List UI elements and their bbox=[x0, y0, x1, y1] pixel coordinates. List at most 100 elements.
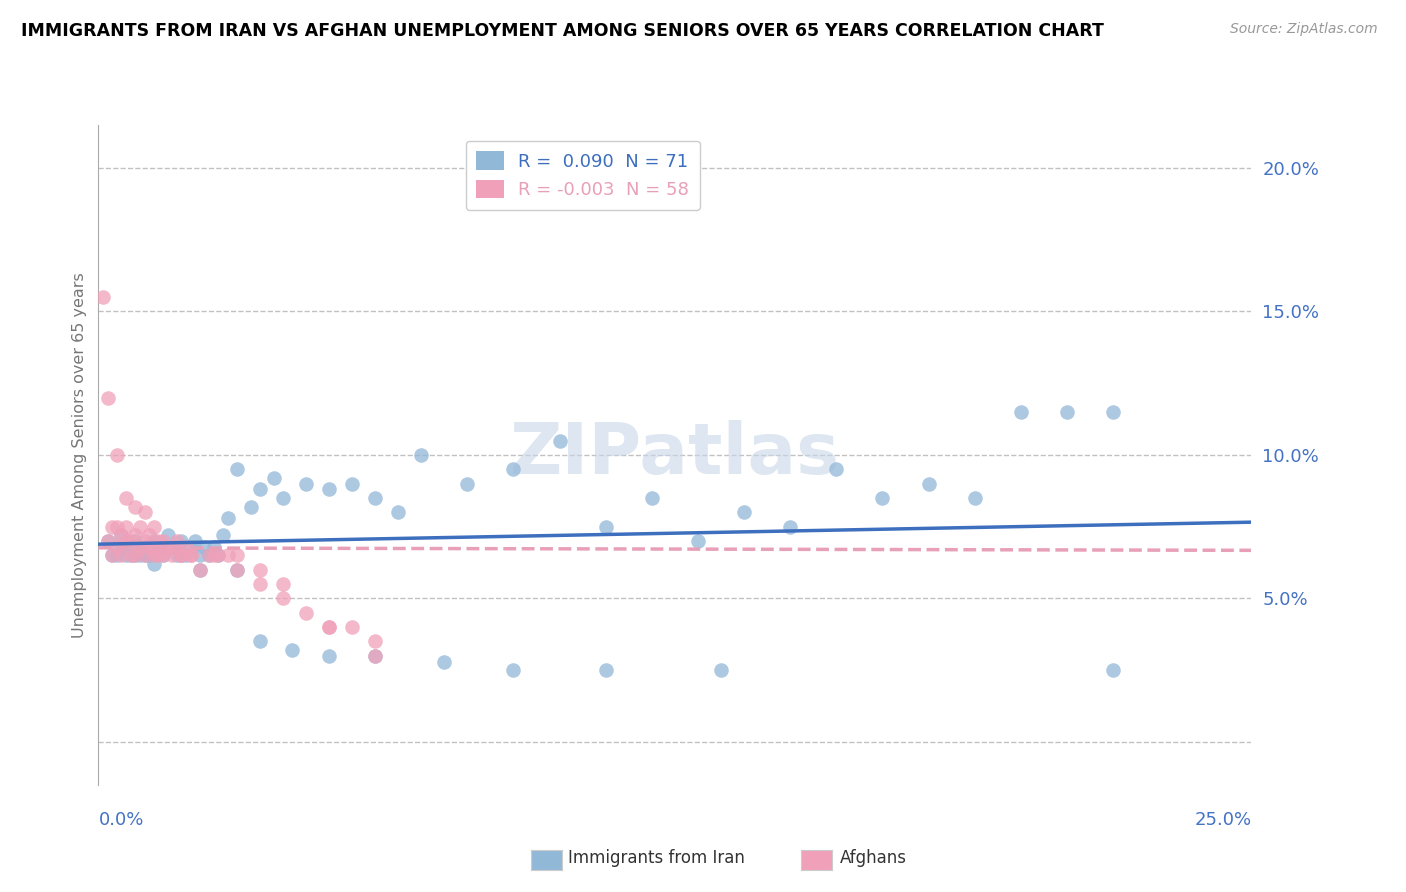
Point bbox=[97, 534, 120, 549]
Point bbox=[281, 643, 304, 657]
Text: IMMIGRANTS FROM IRAN VS AFGHAN UNEMPLOYMENT AMONG SENIORS OVER 65 YEARS CORRELAT: IMMIGRANTS FROM IRAN VS AFGHAN UNEMPLOYM… bbox=[21, 22, 1104, 40]
Point bbox=[225, 563, 247, 577]
Point bbox=[225, 563, 247, 577]
Point bbox=[263, 471, 285, 485]
Point bbox=[364, 648, 387, 663]
Point bbox=[188, 563, 211, 577]
Point bbox=[318, 620, 340, 634]
Point bbox=[225, 549, 247, 563]
Point bbox=[124, 549, 146, 563]
Point bbox=[963, 491, 986, 505]
Point bbox=[249, 563, 271, 577]
Point bbox=[207, 549, 229, 563]
Point bbox=[105, 540, 128, 554]
Point bbox=[115, 519, 138, 533]
Point bbox=[134, 534, 156, 549]
Point bbox=[340, 476, 363, 491]
Point bbox=[239, 500, 262, 514]
Point bbox=[548, 434, 571, 448]
Point bbox=[710, 663, 733, 677]
Point bbox=[91, 290, 114, 304]
Point bbox=[105, 549, 128, 563]
Text: ZIPatlas: ZIPatlas bbox=[510, 420, 839, 490]
Point bbox=[110, 528, 132, 542]
Point bbox=[97, 534, 120, 549]
Text: Afghans: Afghans bbox=[839, 849, 907, 867]
Point bbox=[188, 563, 211, 577]
Point bbox=[101, 519, 124, 533]
Point bbox=[295, 606, 318, 620]
Point bbox=[156, 540, 179, 554]
Point bbox=[825, 462, 848, 476]
Point bbox=[152, 549, 174, 563]
Point bbox=[180, 549, 202, 563]
Point bbox=[105, 540, 128, 554]
Point bbox=[174, 549, 197, 563]
Point bbox=[180, 540, 202, 554]
Point bbox=[115, 534, 138, 549]
Point bbox=[170, 534, 193, 549]
Point bbox=[170, 549, 193, 563]
Point bbox=[364, 648, 387, 663]
Point bbox=[138, 528, 160, 542]
Point bbox=[1102, 663, 1125, 677]
Point bbox=[142, 540, 165, 554]
Point bbox=[152, 534, 174, 549]
Point bbox=[110, 528, 132, 542]
Point bbox=[1010, 405, 1032, 419]
Point bbox=[387, 505, 409, 519]
Point bbox=[124, 549, 146, 563]
Point bbox=[160, 549, 183, 563]
Point bbox=[148, 540, 170, 554]
Point bbox=[318, 648, 340, 663]
Point bbox=[115, 540, 138, 554]
Text: 0.0%: 0.0% bbox=[98, 811, 143, 829]
Point bbox=[193, 540, 215, 554]
Point bbox=[142, 557, 165, 571]
Point bbox=[872, 491, 894, 505]
Point bbox=[249, 577, 271, 591]
Point bbox=[917, 476, 939, 491]
Point bbox=[364, 491, 387, 505]
Point bbox=[156, 540, 179, 554]
Point bbox=[97, 391, 120, 405]
Point bbox=[148, 549, 170, 563]
Point bbox=[217, 549, 239, 563]
Point bbox=[120, 549, 142, 563]
Point bbox=[166, 549, 188, 563]
Point bbox=[138, 549, 160, 563]
Point bbox=[115, 549, 138, 563]
Point bbox=[1056, 405, 1078, 419]
Point bbox=[134, 505, 156, 519]
Point bbox=[160, 540, 183, 554]
Point bbox=[184, 534, 207, 549]
Point bbox=[110, 549, 132, 563]
Point bbox=[340, 620, 363, 634]
Point bbox=[101, 549, 124, 563]
Point bbox=[641, 491, 664, 505]
Point bbox=[120, 549, 142, 563]
Point bbox=[198, 549, 221, 563]
Point bbox=[170, 549, 193, 563]
Point bbox=[502, 663, 524, 677]
Point bbox=[129, 540, 152, 554]
Point bbox=[207, 549, 229, 563]
Point bbox=[217, 511, 239, 525]
Y-axis label: Unemployment Among Seniors over 65 years: Unemployment Among Seniors over 65 years bbox=[72, 272, 87, 638]
Point bbox=[105, 448, 128, 462]
Point bbox=[180, 549, 202, 563]
Text: Source: ZipAtlas.com: Source: ZipAtlas.com bbox=[1230, 22, 1378, 37]
Point bbox=[779, 519, 801, 533]
Point bbox=[295, 476, 318, 491]
Point bbox=[152, 549, 174, 563]
Point bbox=[271, 491, 294, 505]
Point bbox=[188, 549, 211, 563]
Point bbox=[225, 462, 247, 476]
Point bbox=[202, 540, 225, 554]
Point bbox=[156, 528, 179, 542]
Point bbox=[318, 483, 340, 497]
Point bbox=[134, 540, 156, 554]
Point bbox=[142, 534, 165, 549]
Point bbox=[249, 483, 271, 497]
Point bbox=[129, 519, 152, 533]
